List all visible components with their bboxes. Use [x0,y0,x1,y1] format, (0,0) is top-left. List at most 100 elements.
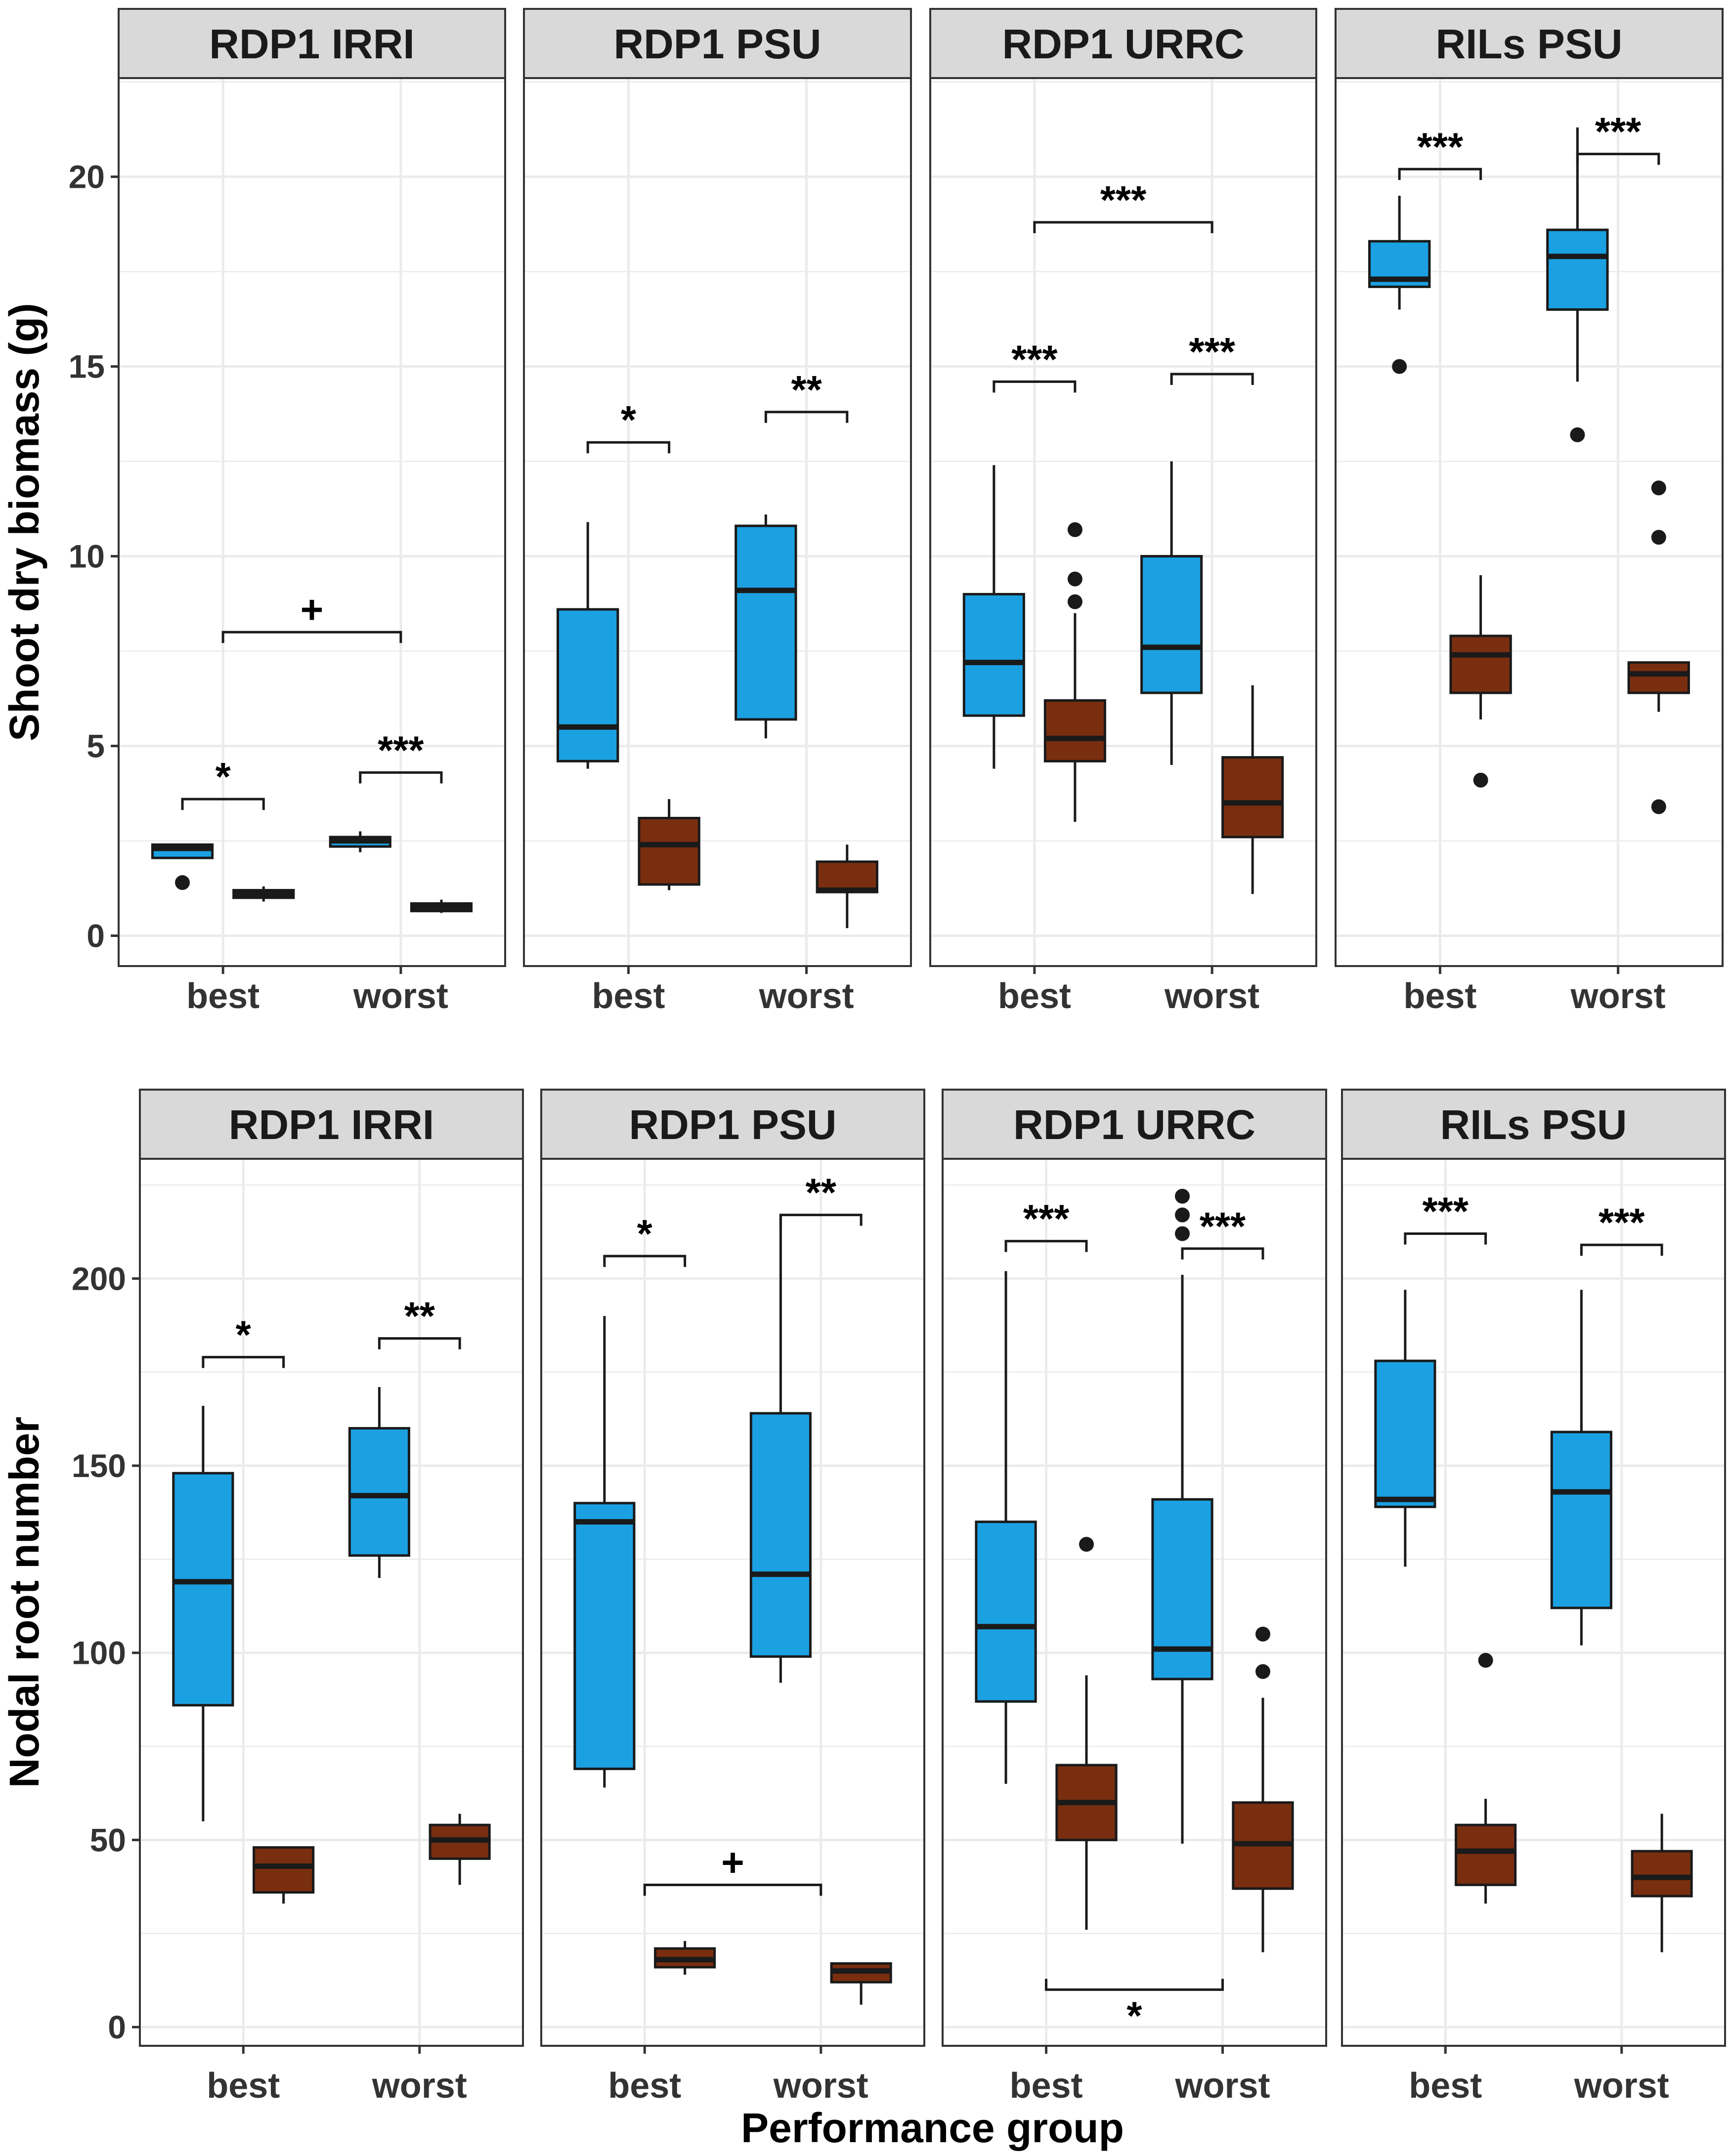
root-x-tick-label-best: best [207,2066,280,2106]
shoot-strip-0 [118,8,506,79]
shoot-y-tick-label: 10 [69,538,105,575]
shoot-rdp1-irri-sig-bracket [181,798,265,810]
shoot-x-tick-label-best: best [186,976,260,1016]
shoot-rdp1-urrc-best-blue-box [962,592,1025,717]
root-rils-psu-best-brown-outlier [1478,1652,1493,1668]
shoot-x-tick-label-best: best [592,976,665,1016]
shoot-y-tick-label: 20 [69,159,105,195]
shoot-y-tick-label: 0 [86,918,105,954]
shoot-x-tick-label-worst: worst [759,976,854,1016]
shoot-rdp1-urrc-best-brown-outlier [1067,522,1082,537]
shoot-rdp1-irri-best-blue-outlier [175,875,190,890]
x-axis-title: Performance group [741,2105,1124,2151]
shoot-rils-psu-sig-bracket [1576,153,1660,165]
root-panel-bg-3 [1342,1159,1725,2046]
root-strip-label-0: RDP1 IRRI [229,1101,434,1148]
root-rdp1-psu-sig-label: ** [806,1171,837,1215]
root-rdp1-psu-best-blue-box [573,1502,636,1771]
root-y-tick-label: 200 [72,1260,126,1297]
root-rdp1-urrc-worst-blue-box [1151,1498,1213,1681]
shoot-rils-psu-best-brown-box [1449,634,1512,694]
root-rdp1-irri-worst-blue-box [348,1427,410,1557]
shoot-rils-psu-sig-label: *** [1417,125,1464,169]
shoot-panel-bg-0 [119,78,505,966]
shoot-strip-label-1: RDP1 PSU [613,21,821,67]
shoot-rdp1-urrc-worst-blue-box [1140,555,1203,694]
shoot-rdp1-psu-worst-brown-box [816,860,878,893]
root-rdp1-psu-sig-bracket [603,1255,687,1267]
shoot-rdp1-urrc-best-brown-outlier [1067,594,1082,609]
shoot-rils-psu-worst-blue-outlier [1570,427,1585,442]
shoot-rils-psu-worst-brown-outlier [1651,530,1666,545]
shoot-rdp1-urrc-worst-brown-box [1221,756,1284,839]
root-rdp1-urrc-worst-blue-outlier [1175,1188,1190,1204]
root-y-axis-title: Nodal root number [1,1417,47,1788]
root-rdp1-irri-best-blue-box [172,1472,234,1707]
shoot-rils-psu-worst-brown-outlier [1651,799,1666,814]
root-rdp1-urrc-worst-blue-outlier [1175,1207,1190,1223]
shoot-y-axis-title: Shoot dry biomass (g) [1,303,47,741]
shoot-rils-psu-sig-bracket [1398,168,1482,180]
root-y-tick-label: 0 [108,2009,126,2045]
root-rils-psu-best-brown-box [1455,1823,1517,1886]
shoot-rdp1-irri-sig-label: * [216,755,231,799]
root-x-tick-label-best: best [608,2066,681,2106]
shoot-strip-label-2: RDP1 URRC [1002,21,1244,67]
root-rils-psu-sig-bracket [1580,1243,1663,1256]
shoot-rdp1-psu-worst-blue-box [735,524,797,721]
shoot-rdp1-urrc-best-brown-box [1043,699,1106,762]
shoot-rdp1-psu-best-brown-box [638,817,700,886]
root-rdp1-irri-sig-label: * [236,1312,252,1356]
shoot-rdp1-urrc-sig-bracket [993,380,1077,393]
root-rdp1-urrc-worst-blue-outlier [1175,1226,1190,1241]
shoot-rdp1-urrc-best-brown-outlier [1067,571,1082,587]
root-rdp1-psu-sig-label: * [637,1212,653,1256]
shoot-rdp1-irri-sig-label: + [301,588,324,632]
shoot-rdp1-psu-sig-bracket [586,441,671,454]
root-x-tick-label-best: best [1009,2066,1082,2106]
root-rdp1-irri-sig-label: ** [404,1294,435,1338]
shoot-x-tick-label-worst: worst [1164,976,1259,1016]
root-strip-1 [540,1089,925,1160]
shoot-rils-psu-best-brown-outlier [1473,772,1488,788]
root-strip-0 [139,1089,524,1160]
shoot-rdp1-urrc-sig-bracket [1170,373,1254,385]
shoot-strip-2 [929,8,1317,79]
root-rdp1-urrc-sig-bracket [1004,1240,1088,1252]
root-strip-2 [942,1089,1327,1160]
shoot-rdp1-urrc-sig-bracket [1033,221,1213,233]
shoot-y-tick-label: 5 [86,728,105,764]
root-rdp1-urrc-worst-brown-outlier [1255,1664,1270,1679]
root-rdp1-urrc-sig-label: *** [1200,1204,1246,1248]
root-x-tick-label-worst: worst [1574,2066,1669,2106]
root-x-tick-label-worst: worst [773,2066,868,2106]
root-strip-3 [1341,1089,1726,1160]
shoot-panel-bg-3 [1336,78,1723,966]
root-rdp1-irri-sig-bracket [378,1337,461,1350]
root-rdp1-urrc-sig-bracket [1181,1247,1264,1260]
shoot-rdp1-urrc-sig-label: *** [1189,330,1235,374]
shoot-strip-label-3: RILs PSU [1435,21,1622,67]
root-rdp1-psu-sig-bracket [643,1883,822,1896]
shoot-x-tick-label-worst: worst [1570,976,1666,1016]
shoot-rdp1-psu-sig-label: * [621,398,637,442]
shoot-rils-psu-worst-brown-box [1627,661,1690,694]
root-rdp1-irri-sig-bracket [202,1355,285,1368]
shoot-rils-psu-sig-label: *** [1595,110,1642,154]
shoot-panel-bg-1 [524,78,911,966]
shoot-strip-3 [1335,8,1724,79]
root-rils-psu-worst-brown-box [1631,1850,1693,1898]
shoot-rdp1-psu-sig-bracket [764,411,849,423]
shoot-rils-psu-best-blue-outlier [1392,359,1407,374]
root-x-tick-label-best: best [1409,2066,1482,2106]
root-rdp1-urrc-sig-label: * [1126,1993,1142,2037]
shoot-rdp1-irri-sig-bracket [359,771,443,784]
root-x-tick-label-worst: worst [1174,2066,1270,2106]
root-rdp1-urrc-worst-brown-outlier [1255,1626,1270,1642]
root-y-tick-label: 150 [72,1447,126,1484]
root-rdp1-urrc-sig-bracket [1045,1979,1224,1991]
root-rdp1-psu-worst-blue-box [749,1412,812,1658]
shoot-rils-psu-worst-blue-box [1546,228,1609,311]
root-rdp1-psu-sig-label: + [721,1840,744,1884]
